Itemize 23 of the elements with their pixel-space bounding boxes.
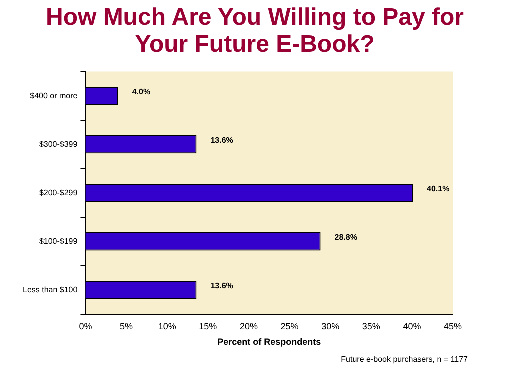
y-tick-label: $300-$399 [39,140,78,149]
x-axis-title: Percent of Respondents [218,337,322,348]
x-tick-label: 40% [403,321,422,332]
data-label: 13.6% [210,281,234,290]
y-tick-label: Less than $100 [22,285,78,294]
text: Future e-book purchasers, n = 1177 [341,355,468,364]
x-tick-label: 45% [444,321,462,332]
data-label: 13.6% [210,136,234,145]
x-tick-label: 10% [158,321,176,332]
x-tick-label: 20% [240,321,258,332]
x-tick-label: 25% [280,321,299,332]
y-tick-label: $100-$199 [39,236,78,246]
data-label: 28.8% [334,232,358,242]
x-tick-label: 5% [120,321,134,332]
y-tick-label: $200-$299 [39,188,78,198]
data-label: 4.0% [132,87,151,96]
x-tick-label: 30% [322,321,340,332]
y-tick-label: $400 or more [30,91,78,100]
x-tick-label: 15% [199,321,218,332]
x-tick-label: 0% [79,321,92,332]
chart-title: How Much Are You Willing to Pay for Your Future E-Book? [44,4,466,58]
x-tick-label: 35% [362,321,380,332]
data-label: 40.1% [427,184,450,194]
